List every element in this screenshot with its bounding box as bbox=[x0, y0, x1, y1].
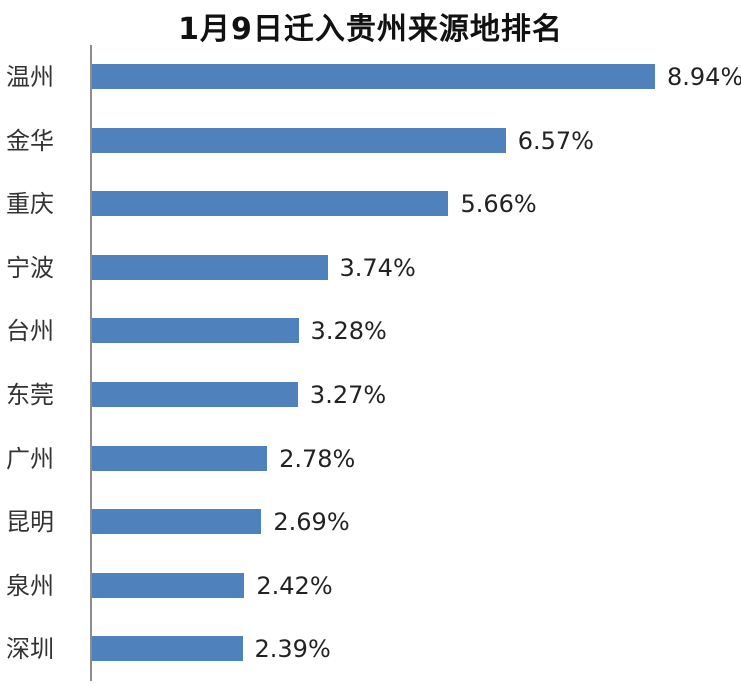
category-label: 宁波 bbox=[6, 253, 54, 282]
value-label: 3.27% bbox=[309, 381, 387, 409]
bar bbox=[92, 445, 268, 471]
bar-row: 深圳 2.39% bbox=[0, 635, 741, 664]
value-label: 3.74% bbox=[339, 253, 416, 282]
category-label: 广州 bbox=[6, 444, 54, 473]
bar-row: 昆明 2.69% bbox=[0, 508, 741, 537]
value-label: 5.66% bbox=[460, 190, 537, 219]
bar bbox=[92, 191, 449, 217]
bar-row: 广州 2.78% bbox=[0, 444, 741, 473]
value-label: 3.28% bbox=[310, 317, 387, 346]
value-label: 8.94% bbox=[667, 63, 741, 91]
chart-title: 1月9日迁入贵州来源地排名 bbox=[178, 12, 563, 47]
bar bbox=[92, 127, 506, 153]
bar-row: 宁波 3.74% bbox=[0, 253, 741, 282]
bar-row: 泉州 2.42% bbox=[0, 571, 741, 600]
bar bbox=[92, 572, 245, 598]
bar bbox=[92, 318, 299, 344]
bar bbox=[92, 64, 655, 89]
category-label: 金华 bbox=[6, 126, 54, 155]
bar bbox=[92, 382, 298, 407]
bar-row: 重庆 5.66% bbox=[0, 190, 741, 219]
category-label: 泉州 bbox=[6, 571, 54, 600]
bar-row: 温州 8.94% bbox=[0, 63, 741, 91]
value-label: 2.39% bbox=[254, 635, 331, 664]
bar-row: 台州 3.28% bbox=[0, 317, 741, 346]
category-label: 温州 bbox=[6, 63, 54, 91]
bar bbox=[92, 636, 243, 662]
category-label: 重庆 bbox=[6, 190, 54, 219]
bar-row: 金华 6.57% bbox=[0, 126, 741, 155]
category-label: 台州 bbox=[6, 317, 54, 346]
category-label: 昆明 bbox=[6, 508, 54, 537]
category-label: 东莞 bbox=[6, 381, 54, 409]
category-label: 深圳 bbox=[6, 635, 54, 664]
value-label: 6.57% bbox=[517, 126, 594, 155]
value-label: 2.69% bbox=[273, 508, 350, 537]
value-label: 2.42% bbox=[256, 571, 333, 600]
y-axis-line bbox=[90, 45, 92, 681]
bar-row: 东莞 3.27% bbox=[0, 381, 741, 409]
bar bbox=[92, 509, 262, 535]
value-label: 2.78% bbox=[279, 444, 356, 473]
bar bbox=[92, 254, 328, 280]
